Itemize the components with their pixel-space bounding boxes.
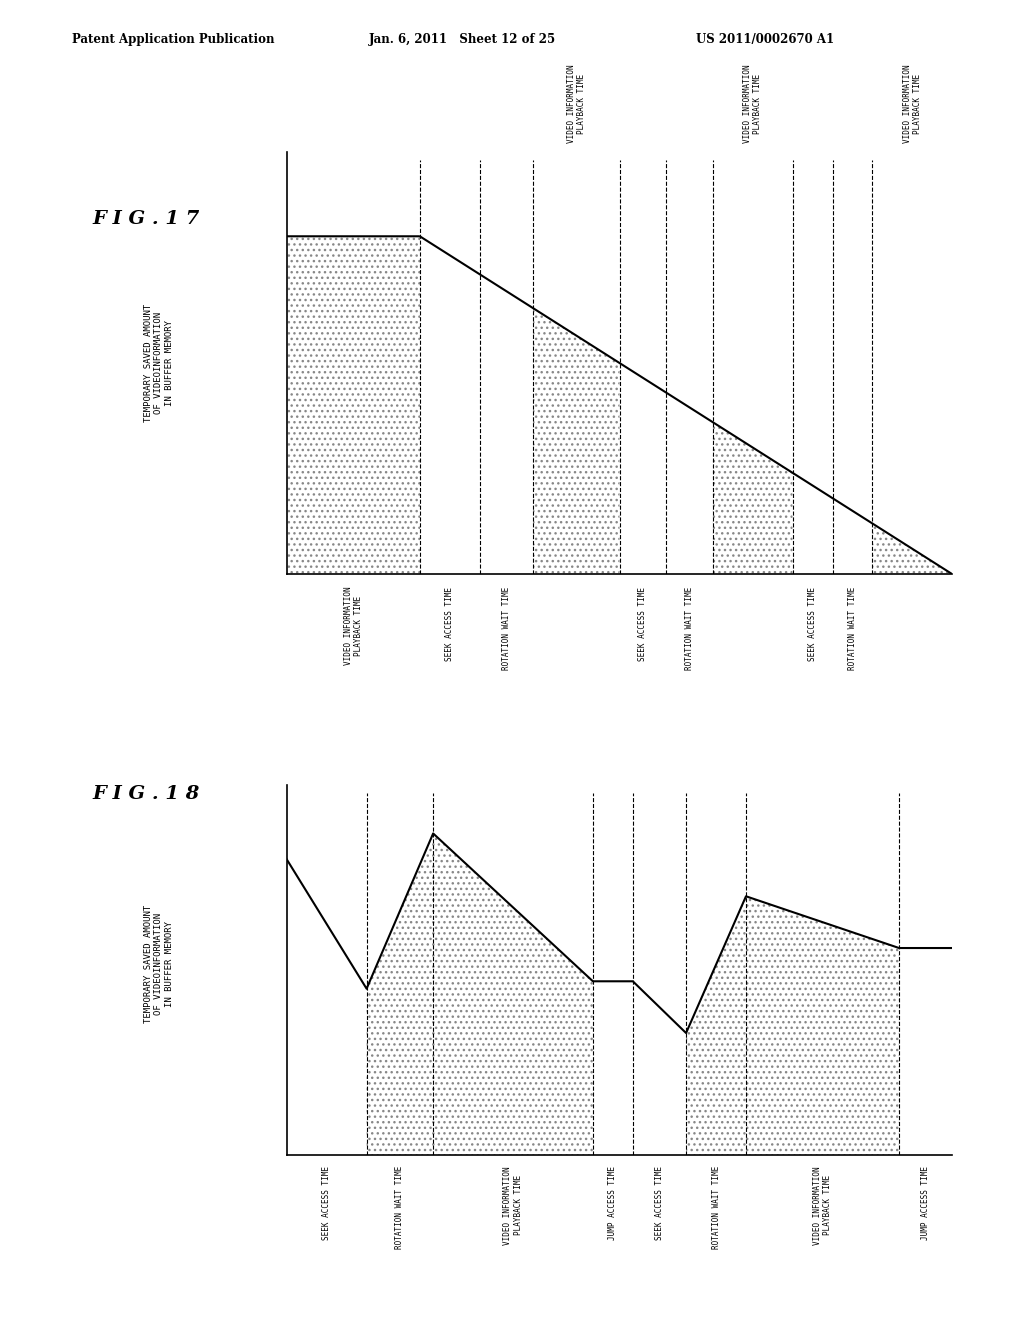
Text: VIDEO INFORMATION
PLAYBACK TIME: VIDEO INFORMATION PLAYBACK TIME: [504, 1166, 522, 1245]
Text: TEMPORARY SAVED AMOUNT
OF VIDEOINFORMATION
IN BUFFER MEMORY: TEMPORARY SAVED AMOUNT OF VIDEOINFORMATI…: [143, 904, 174, 1023]
Text: VIDEO INFORMATION
PLAYBACK TIME: VIDEO INFORMATION PLAYBACK TIME: [344, 587, 362, 665]
Text: VIDEO INFORMATION
PLAYBACK TIME: VIDEO INFORMATION PLAYBACK TIME: [903, 65, 922, 144]
Text: ROTATION WAIT TIME: ROTATION WAIT TIME: [685, 587, 694, 671]
Text: SEEK ACCESS TIME: SEEK ACCESS TIME: [808, 587, 817, 661]
Text: SEEK ACCESS TIME: SEEK ACCESS TIME: [445, 587, 455, 661]
Text: ROTATION WAIT TIME: ROTATION WAIT TIME: [502, 587, 511, 671]
Text: VIDEO INFORMATION
PLAYBACK TIME: VIDEO INFORMATION PLAYBACK TIME: [566, 65, 586, 144]
Text: VIDEO INFORMATION
PLAYBACK TIME: VIDEO INFORMATION PLAYBACK TIME: [813, 1166, 833, 1245]
Text: SEEK ACCESS TIME: SEEK ACCESS TIME: [655, 1166, 664, 1239]
Text: JUMP ACCESS TIME: JUMP ACCESS TIME: [922, 1166, 930, 1239]
Text: JUMP ACCESS TIME: JUMP ACCESS TIME: [608, 1166, 617, 1239]
Text: SEEK ACCESS TIME: SEEK ACCESS TIME: [323, 1166, 331, 1239]
Text: TEMPORARY SAVED AMOUNT
OF VIDEOINFORMATION
IN BUFFER MEMORY: TEMPORARY SAVED AMOUNT OF VIDEOINFORMATI…: [143, 304, 174, 422]
Text: VIDEO INFORMATION
PLAYBACK TIME: VIDEO INFORMATION PLAYBACK TIME: [743, 65, 762, 144]
Text: Patent Application Publication: Patent Application Publication: [72, 33, 274, 46]
Text: SEEK ACCESS TIME: SEEK ACCESS TIME: [638, 587, 647, 661]
Text: Jan. 6, 2011   Sheet 12 of 25: Jan. 6, 2011 Sheet 12 of 25: [369, 33, 556, 46]
Text: ROTATION WAIT TIME: ROTATION WAIT TIME: [395, 1166, 404, 1249]
Text: US 2011/0002670 A1: US 2011/0002670 A1: [696, 33, 835, 46]
Text: F I G . 1 7: F I G . 1 7: [92, 210, 200, 228]
Text: ROTATION WAIT TIME: ROTATION WAIT TIME: [848, 587, 857, 671]
Text: ROTATION WAIT TIME: ROTATION WAIT TIME: [712, 1166, 721, 1249]
Text: F I G . 1 8: F I G . 1 8: [92, 784, 200, 803]
